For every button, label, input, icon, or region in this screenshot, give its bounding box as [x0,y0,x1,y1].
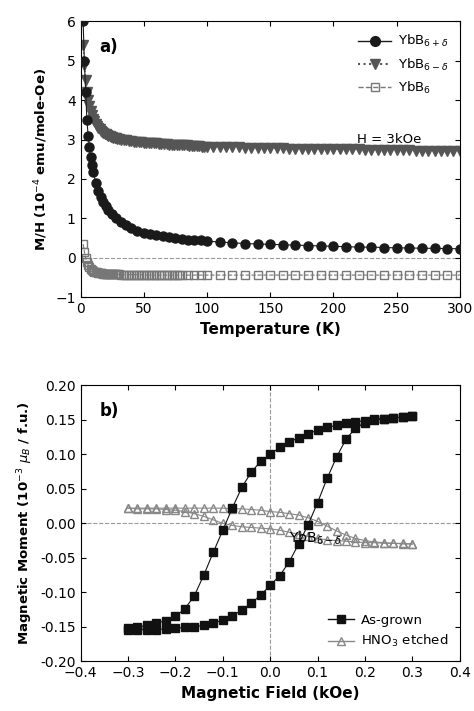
Y-axis label: M/H (10$^{-4}$ emu/mole-Oe): M/H (10$^{-4}$ emu/mole-Oe) [32,68,50,251]
Legend: As-grown, HNO$_3$ etched: As-grown, HNO$_3$ etched [322,609,453,655]
Text: H = 3kOe: H = 3kOe [357,133,422,146]
Y-axis label: Magnetic Moment (10$^{-3}$ $\mu_B$ / f.u.): Magnetic Moment (10$^{-3}$ $\mu_B$ / f.u… [15,402,35,645]
X-axis label: Temperature (K): Temperature (K) [200,321,340,336]
Legend: YbB$_{6+\delta}$, YbB$_{6-\delta}$, YbB$_{6}$: YbB$_{6+\delta}$, YbB$_{6-\delta}$, YbB$… [353,28,453,101]
Text: YbB$_{6-\delta}$: YbB$_{6-\delta}$ [289,530,342,547]
Text: a): a) [100,38,118,56]
Text: b): b) [100,402,119,420]
X-axis label: Magnetic Field (kOe): Magnetic Field (kOe) [181,685,359,700]
